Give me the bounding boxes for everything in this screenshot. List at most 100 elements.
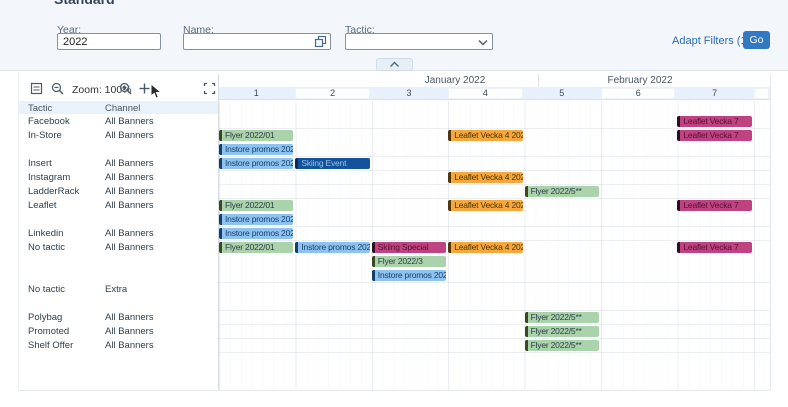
- gantt-bar[interactable]: Leaflet Vecka 7: [677, 116, 751, 127]
- gantt-bar[interactable]: Leaflet Vecka 4 2022: [448, 242, 522, 253]
- gantt-bar[interactable]: Flyer 2022/01: [219, 242, 293, 253]
- chevron-down-icon[interactable]: [478, 39, 491, 52]
- zoom-out-icon[interactable]: [51, 82, 65, 96]
- table-row[interactable]: Promoted All Banners: [18, 324, 218, 338]
- legend-icon[interactable]: [30, 82, 44, 96]
- mouse-cursor: [150, 83, 164, 100]
- channel-cell: All Banners: [105, 228, 154, 239]
- table-header: Tactic Channel: [18, 101, 218, 114]
- channel-cell: All Banners: [105, 340, 154, 351]
- row-separator: [219, 184, 770, 185]
- row-separator: [219, 198, 770, 199]
- chevron-up-icon: [389, 61, 400, 68]
- channel-cell: All Banners: [105, 130, 154, 141]
- gantt-bar[interactable]: Instore promos 2022/2: [295, 242, 369, 253]
- tactic-cell: Shelf Offer: [28, 340, 73, 351]
- month-label: February 2022: [607, 75, 672, 86]
- month-header-row: January 2022 February 2022: [218, 74, 770, 87]
- gantt-bar[interactable]: Flyer 2022/5**: [525, 312, 599, 323]
- table-row[interactable]: No tactic All Banners: [18, 240, 218, 282]
- gantt-bar[interactable]: Leaflet Vecka 4 2022: [448, 172, 522, 183]
- gantt-bar[interactable]: Flyer 2022/3: [372, 256, 446, 267]
- channel-cell: All Banners: [105, 116, 154, 127]
- tactic-cell: Promoted: [28, 326, 69, 337]
- week-cell: 1: [219, 88, 293, 99]
- value-help-icon[interactable]: [314, 35, 327, 48]
- gantt-bar[interactable]: Instore promos 2022/1: [219, 158, 293, 169]
- tactic-select[interactable]: [345, 33, 493, 50]
- row-separator: [219, 156, 770, 157]
- table-row[interactable]: Linkedin All Banners: [18, 226, 218, 240]
- gantt-bar[interactable]: Leaflet Vecka 7: [677, 200, 751, 211]
- tactic-cell: Insert: [28, 158, 52, 169]
- go-button[interactable]: Go: [743, 31, 770, 49]
- tactic-cell: Instagram: [28, 172, 70, 183]
- row-separator: [219, 352, 770, 353]
- week-cell: 5: [525, 88, 599, 99]
- week-cell: 4: [448, 88, 522, 99]
- gantt-bar[interactable]: Leaflet Vecka 7: [677, 242, 751, 253]
- row-separator: [219, 170, 770, 171]
- collapse-filter-bar-button[interactable]: [376, 58, 413, 71]
- table-row[interactable]: Shelf Offer All Banners: [18, 338, 218, 352]
- row-separator: [219, 128, 770, 129]
- row-separator: [219, 338, 770, 339]
- channel-cell: All Banners: [105, 312, 154, 323]
- adapt-filters-link[interactable]: Adapt Filters (1): [672, 35, 750, 47]
- gantt-bar[interactable]: Instore promos 2022/3: [372, 270, 446, 281]
- gantt-bar[interactable]: Flyer 2022/5**: [525, 340, 599, 351]
- week-header-row: 1234567: [218, 87, 770, 100]
- fit-to-screen-icon[interactable]: [203, 82, 217, 96]
- tactic-cell: In-Store: [28, 130, 62, 141]
- channel-column-header: Channel: [105, 103, 140, 114]
- week-cell: 2: [295, 88, 369, 99]
- tactic-cell: Linkedin: [28, 228, 63, 239]
- table-row[interactable]: InstagramAll Banners: [18, 170, 218, 184]
- plus-icon[interactable]: [138, 82, 152, 96]
- gantt-bar[interactable]: Leaflet Vecka 4 2022: [448, 130, 522, 141]
- week-cell: 6: [601, 88, 675, 99]
- row-separator: [219, 324, 770, 325]
- gantt-bar[interactable]: Leaflet Vecka 4 2022: [448, 200, 522, 211]
- month-divider: [538, 74, 539, 87]
- channel-cell: All Banners: [105, 326, 154, 337]
- table-row[interactable]: LeafletAll Banners: [18, 198, 218, 226]
- week-cell: 3: [372, 88, 446, 99]
- table-row[interactable]: Facebook All Banners: [18, 114, 218, 128]
- channel-cell: All Banners: [105, 242, 154, 253]
- gantt-bar[interactable]: Instore promos 2022/1: [219, 214, 293, 225]
- gantt-bar[interactable]: Instore promos 2022/1: [219, 144, 293, 155]
- tactic-cell: LadderRack: [28, 186, 79, 197]
- row-separator: [219, 310, 770, 311]
- marketing-calendar-app: Standard Year: Name: Tactic: Adapt Filte…: [0, 0, 788, 407]
- gantt-bar[interactable]: Skiing Special: [372, 242, 446, 253]
- zoom-in-icon[interactable]: [119, 82, 133, 96]
- table-row[interactable]: LadderRackAll Banners: [18, 184, 218, 198]
- table-row[interactable]: InsertAll Banners: [18, 156, 218, 170]
- month-label: January 2022: [425, 75, 486, 86]
- row-separator: [219, 226, 770, 227]
- gantt-bar[interactable]: Flyer 2022/5**: [525, 186, 599, 197]
- week-cell: 7: [677, 88, 751, 99]
- gantt-bar[interactable]: Flyer 2022/01: [219, 130, 293, 141]
- week-cell: [754, 88, 769, 99]
- channel-cell: All Banners: [105, 200, 154, 211]
- name-input[interactable]: [183, 33, 331, 50]
- tactic-cell: Polybag: [28, 312, 62, 323]
- panel-border: [770, 74, 771, 390]
- tactic-cell: No tactic: [28, 242, 65, 253]
- page-title: Standard: [54, 0, 254, 7]
- panel-border: [18, 390, 770, 391]
- gantt-bar[interactable]: Flyer 2022/01: [219, 200, 293, 211]
- gantt-bar[interactable]: Leaflet Vecka 7: [677, 130, 751, 141]
- year-input[interactable]: [57, 33, 161, 50]
- tactic-cell: Facebook: [28, 116, 70, 127]
- channel-cell: Extra: [105, 284, 127, 295]
- gantt-bar[interactable]: Skiing Event: [295, 158, 369, 169]
- gantt-bar[interactable]: Instore promos 2022/1: [219, 228, 293, 239]
- table-row[interactable]: In-Store All Banners: [18, 128, 218, 156]
- table-row[interactable]: Polybag All Banners: [18, 310, 218, 324]
- gantt-bar[interactable]: Flyer 2022/5**: [525, 326, 599, 337]
- row-separator: [219, 282, 770, 283]
- table-row[interactable]: No tacticExtra: [18, 282, 218, 310]
